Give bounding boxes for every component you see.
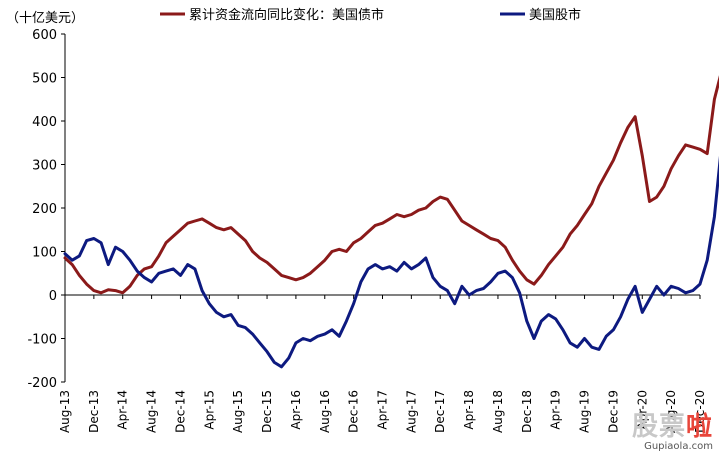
x-tick-label: Apr-18 (462, 390, 476, 430)
x-tick-label: Aug-17 (404, 390, 418, 433)
x-tick-label: Apr-19 (549, 390, 563, 430)
watermark-red-text: 啦 (685, 412, 713, 442)
x-tick-label: Dec-15 (260, 390, 274, 433)
x-tick-label: Dec-19 (606, 390, 620, 433)
x-tick-label: Aug-20 (664, 390, 678, 433)
x-tick-label: Aug-14 (145, 390, 159, 433)
x-tick-label: Aug-19 (578, 390, 592, 433)
y-tick-label: -200 (27, 376, 57, 391)
legend: 累计资金流向同比变化：美国债市 美国股市 (160, 7, 581, 23)
y-tick-label: 600 (32, 28, 57, 43)
watermark-logo: 股票啦 (632, 413, 713, 441)
x-tick-label: Dec-16 (347, 390, 361, 433)
y-tick-label: 0 (49, 289, 57, 304)
x-tick-label: Dec-20 (693, 390, 707, 433)
y-tick-label: 200 (32, 202, 57, 217)
watermark-grey-text: 股票 (631, 412, 686, 442)
x-tick-label: Apr-14 (116, 390, 130, 430)
x-tick-label: Dec-13 (87, 390, 101, 433)
series-line-stock (63, 155, 719, 369)
x-tick-label: Apr-20 (635, 390, 649, 430)
x-tick-label: Dec-18 (520, 390, 534, 433)
x-tick-label: Aug-16 (318, 390, 332, 433)
legend-label-bond: 累计资金流向同比变化：美国债市 (189, 7, 384, 23)
watermark: 股票啦 Gupiaola.com (632, 413, 713, 452)
y-tick-label: -100 (27, 333, 57, 348)
watermark-url: Gupiaola.com (644, 441, 713, 452)
series-line-bond (63, 75, 719, 295)
legend-label-stock: 美国股市 (529, 7, 581, 23)
y-tick-label: 300 (32, 159, 57, 174)
y-tick-label: 500 (32, 72, 57, 87)
x-tick-label: Aug-13 (58, 390, 72, 433)
y-unit-label: （十亿美元） (6, 11, 84, 26)
x-tick-label: Aug-15 (231, 390, 245, 433)
x-tick-label: Apr-17 (376, 390, 390, 430)
x-tick-label: Aug-18 (491, 390, 505, 433)
x-tick-label: Apr-15 (202, 390, 216, 430)
y-tick-label: 400 (32, 115, 57, 130)
x-tick-label: Dec-14 (173, 390, 187, 433)
series-group (63, 75, 719, 369)
x-tick-label: Apr-16 (289, 390, 303, 430)
x-tick-label: Dec-17 (433, 390, 447, 433)
y-tick-label: 100 (32, 246, 57, 261)
